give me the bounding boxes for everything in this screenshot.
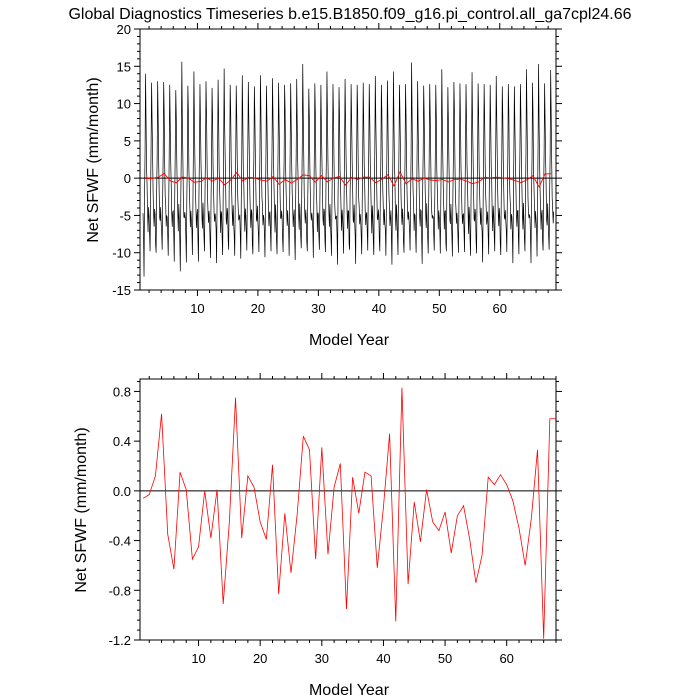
annual-series-line-top bbox=[146, 170, 552, 189]
bottom-y-tick-label: 0.8 bbox=[113, 384, 131, 399]
bottom-y-tick-label: 0.4 bbox=[113, 434, 131, 449]
bottom-panel: 10 20 30 40 50 60 -1.2 -0.8 -0.4 0.0 0.4 0.8 Model … bbox=[73, 373, 562, 699]
top-y-tick-label: -10 bbox=[112, 246, 131, 261]
bottom-y-tick-label: -0.8 bbox=[109, 583, 131, 598]
top-y-tick-label: 15 bbox=[117, 59, 131, 74]
bottom-x-tick-label: 10 bbox=[191, 651, 205, 666]
bottom-y-tick-label: -0.4 bbox=[109, 534, 131, 549]
top-plot-frame bbox=[139, 28, 557, 291]
top-plot-area bbox=[140, 61, 556, 277]
bottom-x-tick-label: 20 bbox=[253, 651, 267, 666]
bottom-plot-frame bbox=[139, 378, 557, 641]
bottom-y-tick-label: -1.2 bbox=[109, 633, 131, 648]
bottom-plot-area bbox=[140, 387, 556, 639]
bottom-x-tick-label: 30 bbox=[315, 651, 329, 666]
top-axis-ticks: 10 20 30 40 50 60 -15 -10 -5 0 5 10 15 20 bbox=[112, 22, 562, 316]
bottom-x-tick-label: 60 bbox=[499, 651, 513, 666]
bottom-x-axis-label: Model Year bbox=[309, 682, 390, 699]
top-x-tick-label: 30 bbox=[311, 301, 325, 316]
bottom-y-tick-label: 0.0 bbox=[113, 484, 131, 499]
bottom-axis-ticks: 10 20 30 40 50 60 -1.2 -0.8 -0.4 0.0 0.4 0.8 bbox=[109, 373, 562, 666]
bottom-x-tick-label: 40 bbox=[376, 651, 390, 666]
top-x-tick-label: 10 bbox=[190, 301, 204, 316]
top-y-tick-label: 20 bbox=[117, 22, 131, 37]
top-x-tick-label: 50 bbox=[432, 301, 446, 316]
top-y-tick-label: -5 bbox=[119, 208, 131, 223]
top-x-tick-label: 60 bbox=[493, 301, 507, 316]
top-y-tick-label: -15 bbox=[112, 283, 131, 298]
top-x-axis-label: Model Year bbox=[309, 332, 390, 349]
top-y-tick-label: 10 bbox=[117, 97, 131, 112]
top-x-tick-label: 20 bbox=[251, 301, 265, 316]
top-x-tick-label: 40 bbox=[372, 301, 386, 316]
top-y-tick-label: 0 bbox=[124, 171, 131, 186]
bottom-x-tick-label: 50 bbox=[438, 651, 452, 666]
annual-series-line bbox=[142, 387, 556, 639]
bottom-y-axis-label: Net SFWF (mm/month) bbox=[73, 427, 90, 592]
top-y-axis-label: Net SFWF (mm/month) bbox=[85, 77, 102, 242]
chart-title: Global Diagnostics Timeseries b.e15.B185… bbox=[68, 6, 631, 23]
top-y-tick-label: 5 bbox=[124, 134, 131, 149]
monthly-series-line bbox=[142, 61, 555, 277]
